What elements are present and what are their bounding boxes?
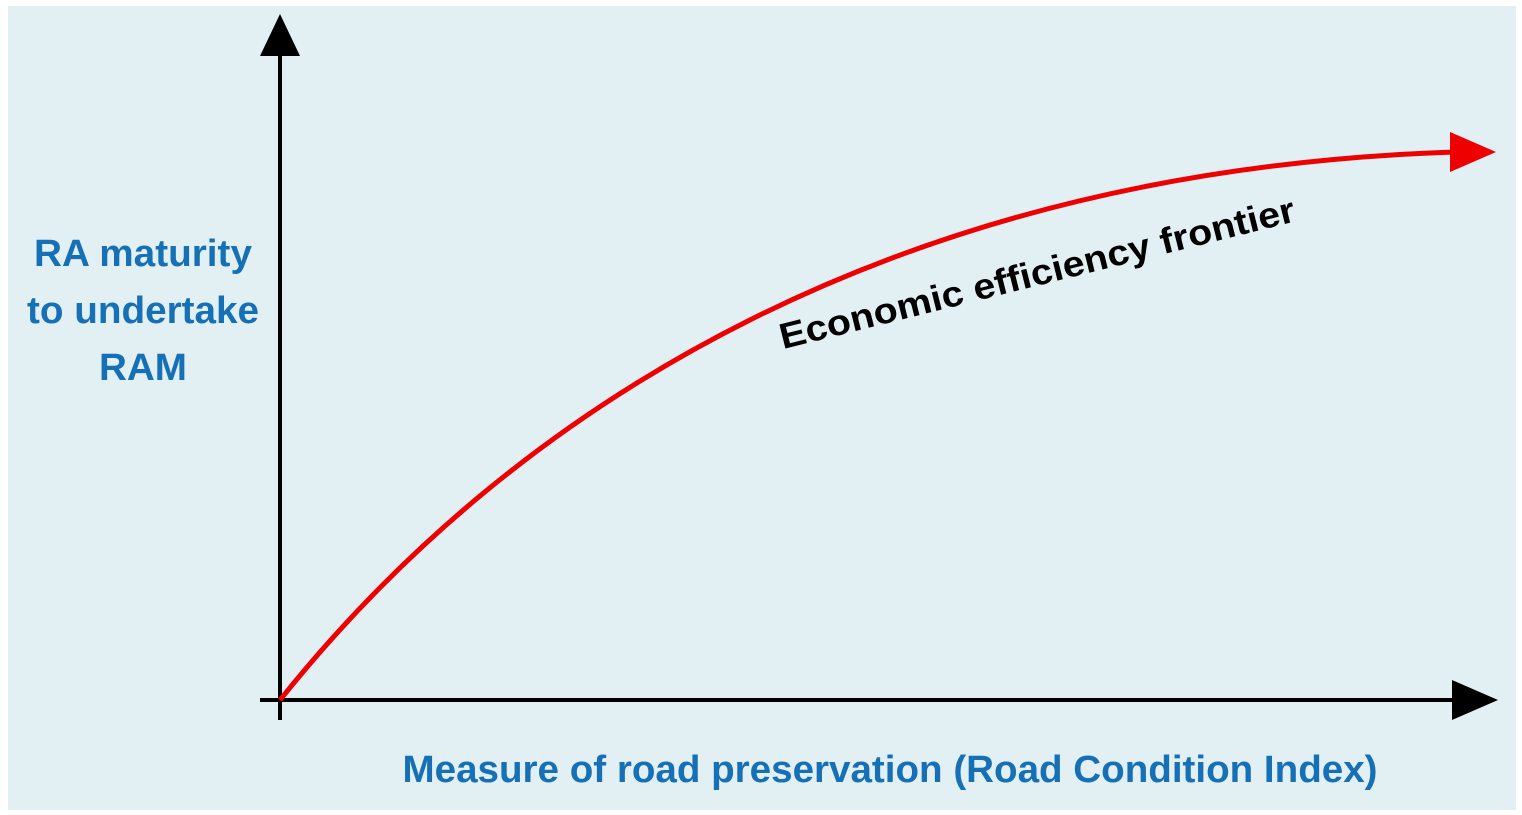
y-axis-label: RAM: [99, 347, 187, 389]
x-axis-arrow: [1452, 680, 1498, 720]
y-axis-label: RA maturity: [34, 233, 252, 275]
background: [8, 6, 1516, 810]
x-axis-label: Measure of road preservation (Road Condi…: [403, 749, 1378, 791]
frontier-arrow: [1450, 132, 1496, 172]
frontier-curve: [278, 149, 1456, 702]
y-axis-label: to undertake: [27, 290, 259, 332]
y-axis-arrow: [260, 14, 300, 56]
